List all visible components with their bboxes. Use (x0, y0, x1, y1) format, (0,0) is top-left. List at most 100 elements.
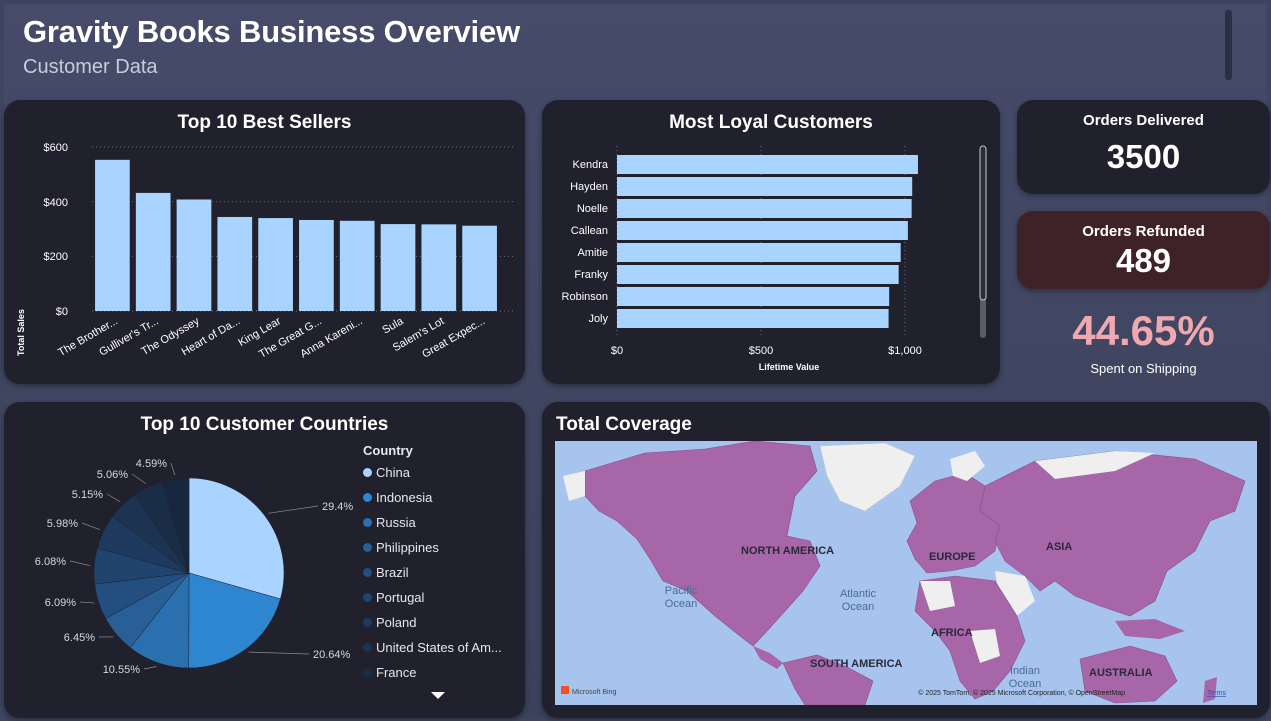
map-label-europe: EUROPE (929, 551, 975, 563)
map-label-south-america: SOUTH AMERICA (810, 658, 903, 670)
legend-item[interactable]: Philippines (363, 540, 439, 555)
leader-line (81, 522, 101, 531)
list-scrollbar-thumb[interactable] (979, 145, 987, 301)
y-tick-label: Noelle (577, 203, 608, 215)
legend-label: France (376, 665, 417, 680)
shipping-percent-value: 44.65% (1072, 307, 1215, 354)
legend-swatch (363, 668, 372, 677)
y-tick-label: $400 (44, 197, 68, 209)
x-tick-label: $500 (749, 345, 773, 357)
bar-3[interactable] (217, 216, 253, 311)
bar-1[interactable] (617, 177, 913, 196)
bar-7[interactable] (617, 309, 889, 328)
bar-0[interactable] (617, 155, 918, 174)
pie-slice-0[interactable] (188, 477, 285, 600)
countries-card[interactable]: Top 10 Customer Countries 29.4% 20.64% 10.… (4, 402, 525, 718)
bar-4[interactable] (617, 243, 901, 262)
legend-item[interactable]: Russia (363, 515, 416, 530)
bar-6[interactable] (617, 287, 890, 306)
pie-slice-9[interactable] (161, 477, 190, 574)
leader-line (79, 601, 95, 604)
pie-data-label: 4.59% (136, 458, 167, 470)
legend-label: Russia (376, 515, 416, 530)
pie-slice-1[interactable] (188, 572, 281, 669)
y-tick-label: Franky (574, 269, 608, 281)
legend-label: Portugal (376, 590, 425, 605)
orders-delivered-card[interactable]: Orders Delivered 3500 (1017, 100, 1270, 194)
pie-data-label: 5.06% (97, 469, 128, 481)
orders-refunded-value: 489 (1115, 242, 1172, 279)
pie-data-label: 6.45% (64, 632, 95, 644)
legend-item[interactable]: China (363, 465, 410, 480)
bar-2[interactable] (617, 199, 912, 218)
bar-2[interactable] (176, 199, 212, 311)
bar-6[interactable] (339, 220, 375, 311)
legend-item[interactable]: Indonesia (363, 490, 432, 505)
leader-line (106, 493, 121, 503)
coverage-map[interactable]: NORTH AMERICA EUROPE ASIA AFRICA SOUTH A… (555, 441, 1257, 705)
legend-swatch (363, 543, 372, 552)
legend-title: Country (363, 443, 413, 458)
loyal-customers-title: Most Loyal Customers (669, 112, 873, 133)
bar-5[interactable] (617, 265, 899, 284)
best-sellers-card[interactable]: Top 10 Best Sellers Total Sales $600 $40… (4, 100, 525, 384)
legend-item[interactable]: Brazil (363, 565, 409, 580)
best-sellers-title: Top 10 Best Sellers (177, 112, 352, 133)
map-label-pacific-ocean: Ocean (665, 598, 697, 610)
y-tick-label: Joly (588, 313, 608, 325)
x-axis-title: Lifetime Value (759, 362, 820, 372)
page-title: Gravity Books Business Overview (23, 14, 520, 49)
y-tick-label: Hayden (570, 181, 608, 193)
y-tick-label: Robinson (562, 291, 608, 303)
legend-label: Indonesia (376, 490, 433, 505)
legend-swatch (363, 618, 372, 627)
legend-swatch (363, 518, 372, 527)
bar-8[interactable] (421, 224, 457, 311)
bar-5[interactable] (299, 219, 334, 311)
coverage-card[interactable]: Total Coverage NORTH AMERICA EURO (542, 402, 1270, 718)
shipping-percent-label: Spent on Shipping (1090, 361, 1197, 376)
bar-3[interactable] (617, 221, 908, 240)
bar-9[interactable] (462, 225, 497, 311)
y-axis-title: Total Sales (16, 309, 26, 356)
pie-data-label: 10.55% (103, 664, 141, 676)
map-attribution: © 2025 TomTom, © 2025 Microsoft Corporat… (918, 689, 1125, 697)
legend-item[interactable]: United States of Am... (363, 640, 502, 655)
loyal-customers-card[interactable]: Most Loyal Customers $0 $500 $1,000 Life… (542, 100, 1000, 384)
legend-label: China (376, 465, 410, 480)
bar-0[interactable] (95, 159, 130, 311)
pie-data-label: 20.64% (313, 649, 351, 661)
leader-line (69, 560, 91, 567)
map-terms-link[interactable]: Terms (1207, 690, 1227, 697)
y-tick-label: $0 (56, 306, 68, 318)
map-label-australia: AUSTRALIA (1089, 667, 1153, 679)
map-label-north-america: NORTH AMERICA (741, 545, 834, 557)
legend-scroll-down-icon[interactable] (431, 692, 445, 699)
pie-data-label: 5.15% (72, 489, 103, 501)
leader-line (170, 462, 176, 476)
loyal-customers-chart: $0 $500 $1,000 Lifetime Value Kendra Hayd… (562, 145, 987, 372)
legend-label: Brazil (376, 565, 409, 580)
bar-4[interactable] (258, 218, 293, 311)
legend-item[interactable]: France (363, 665, 416, 680)
y-tick-label: $200 (44, 251, 68, 263)
orders-refunded-card[interactable]: Orders Refunded 489 (1017, 211, 1270, 289)
legend-item[interactable]: Poland (363, 615, 416, 630)
bar-1[interactable] (135, 192, 171, 311)
leader-line (248, 651, 310, 655)
countries-title: Top 10 Customer Countries (140, 414, 389, 435)
map-label-africa: AFRICA (931, 627, 973, 639)
legend-label: Philippines (376, 540, 439, 555)
pie-data-label: 5.98% (47, 518, 78, 530)
leader-line (267, 505, 319, 514)
page-scrollbar[interactable] (1225, 10, 1232, 80)
map-label-pacific: Pacific (665, 585, 698, 597)
y-tick-label: $600 (44, 142, 68, 154)
legend-item[interactable]: Portugal (363, 590, 424, 605)
orders-delivered-label: Orders Delivered (1083, 112, 1204, 129)
orders-refunded-label: Orders Refunded (1082, 223, 1205, 240)
y-tick-label: Callean (571, 225, 608, 237)
bar-7[interactable] (380, 224, 416, 311)
leader-line (131, 473, 147, 485)
map-label-indian-ocean: Ocean (1009, 678, 1041, 690)
